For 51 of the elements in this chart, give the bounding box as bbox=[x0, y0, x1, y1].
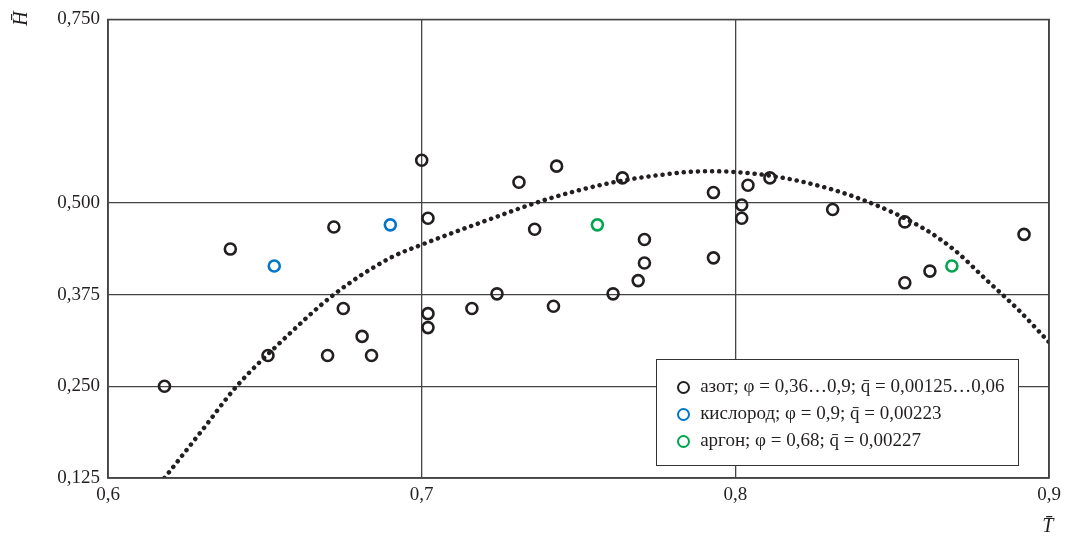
point bbox=[923, 264, 937, 278]
point bbox=[706, 185, 721, 200]
point bbox=[1017, 227, 1031, 242]
point bbox=[898, 215, 912, 229]
point bbox=[527, 222, 542, 237]
point bbox=[421, 320, 435, 335]
point bbox=[490, 287, 504, 301]
point bbox=[898, 276, 912, 290]
point bbox=[267, 259, 282, 273]
y-axis-title: H̄ bbox=[8, 11, 32, 27]
x-tick-label: 0,8 bbox=[723, 483, 748, 505]
point bbox=[637, 256, 652, 270]
point bbox=[590, 218, 605, 232]
point bbox=[421, 306, 435, 321]
legend-label: кислород; φ = 0,9; q̄ = 0,00223 bbox=[699, 401, 943, 425]
point bbox=[355, 329, 369, 344]
x-axis-title: T̄ bbox=[1042, 514, 1054, 537]
point bbox=[734, 211, 749, 226]
point bbox=[364, 348, 379, 363]
x-tick-label: 0,7 bbox=[409, 483, 434, 505]
point bbox=[320, 348, 335, 363]
point bbox=[825, 202, 840, 217]
point bbox=[741, 178, 755, 193]
point bbox=[734, 198, 749, 212]
point bbox=[631, 273, 645, 288]
legend-label: азот; φ = 0,36…0,9; q̄ = 0,00125…0,06 bbox=[699, 374, 1005, 398]
point bbox=[383, 218, 398, 232]
legend-label: аргон; φ = 0,68; q̄ = 0,00227 bbox=[699, 428, 922, 452]
point bbox=[465, 301, 479, 316]
point bbox=[327, 220, 341, 234]
line-series bbox=[162, 169, 1050, 478]
point bbox=[615, 171, 630, 185]
point bbox=[157, 379, 172, 394]
point bbox=[763, 171, 777, 185]
point bbox=[637, 232, 652, 247]
point bbox=[706, 251, 721, 265]
y-tick-label: 0,500 bbox=[57, 190, 100, 212]
point bbox=[546, 299, 561, 314]
point bbox=[549, 159, 564, 173]
y-tick-label: 0,250 bbox=[57, 374, 100, 396]
point bbox=[512, 175, 526, 190]
point bbox=[606, 287, 620, 301]
y-tick-label: 0,375 bbox=[57, 282, 100, 304]
point bbox=[421, 211, 435, 226]
point bbox=[336, 301, 351, 316]
y-tick-label: 0,750 bbox=[57, 7, 100, 29]
point bbox=[223, 242, 238, 256]
point bbox=[945, 259, 959, 273]
x-tick-label: 0,9 bbox=[1037, 483, 1061, 505]
point bbox=[414, 153, 429, 168]
point bbox=[261, 348, 275, 363]
